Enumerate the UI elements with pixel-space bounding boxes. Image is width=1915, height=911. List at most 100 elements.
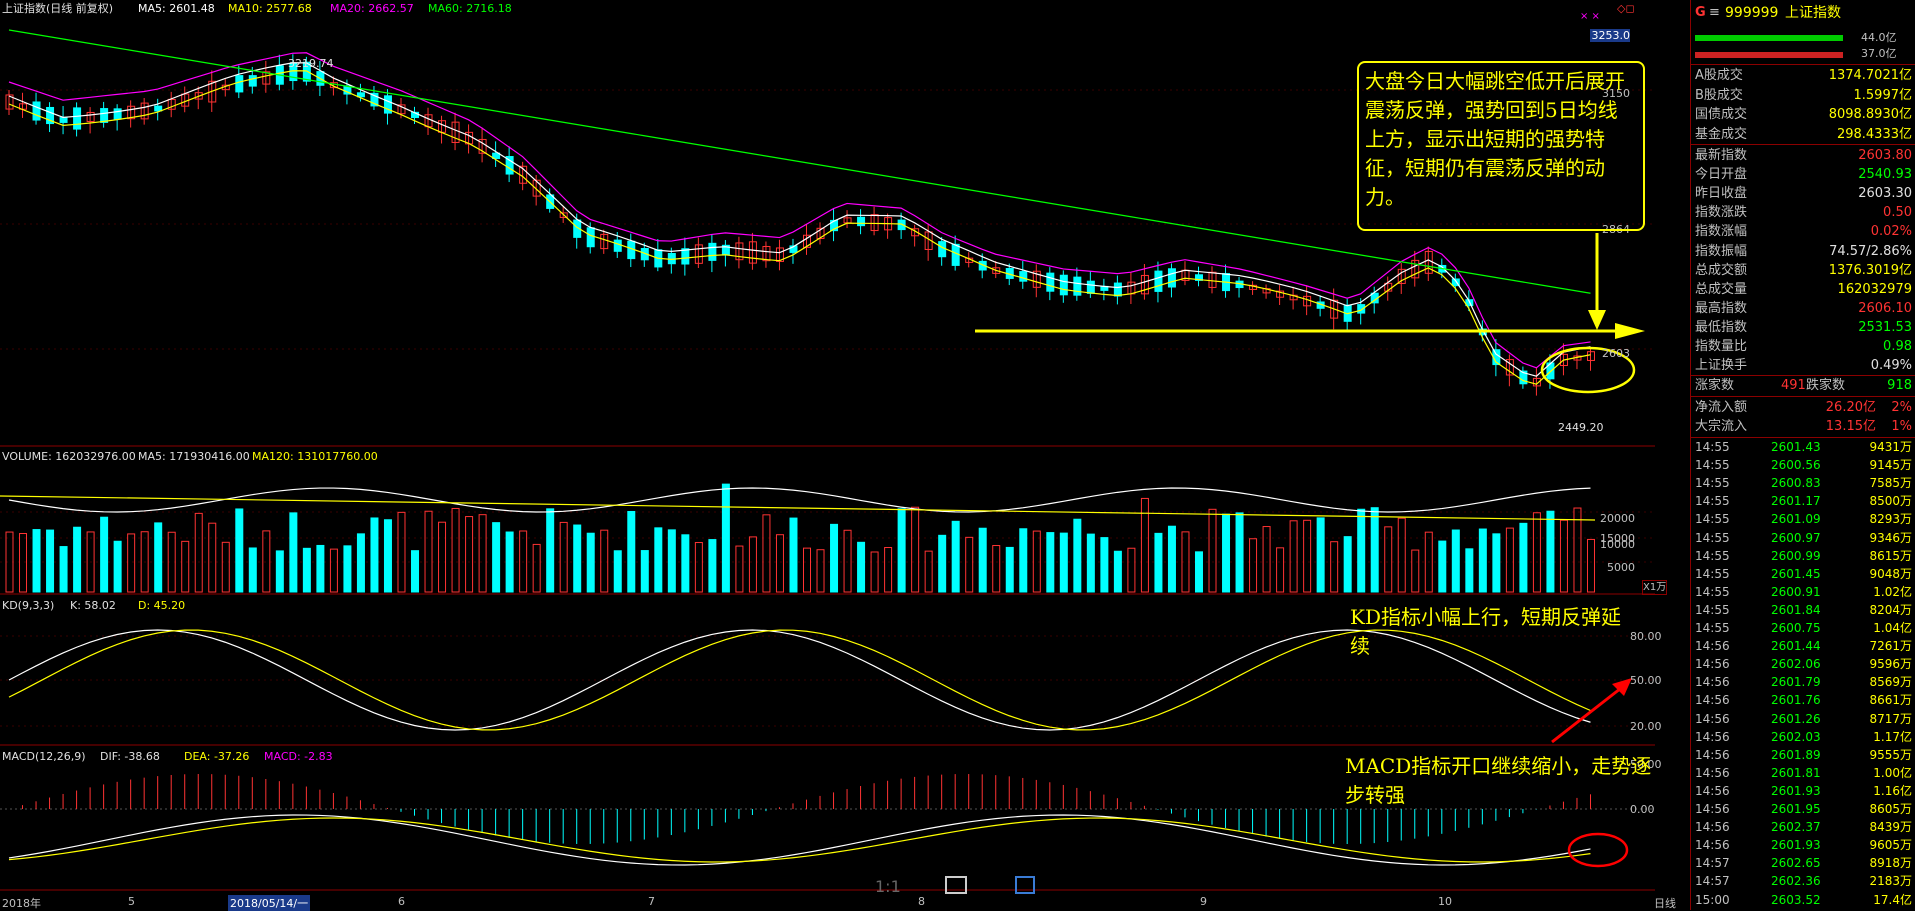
candle-body [1276,290,1285,298]
chart-menu-icon[interactable]: ◇◻ [1617,2,1635,15]
stat-row: 今日开盘 2540.93 [1695,167,1912,183]
volume-bar [356,533,365,593]
kd-lines [8,629,1591,731]
tick-row[interactable]: 14:55 2601.45 9048万 [1695,566,1912,581]
tick-row[interactable]: 14:55 2601.09 8293万 [1695,512,1912,527]
tick-row[interactable]: 14:55 2601.43 9431万 [1695,440,1912,454]
tick-row[interactable]: 14:56 2602.37 8439万 [1695,820,1912,835]
kd-k-value: K: 58.02 [70,599,116,612]
tick-row[interactable]: 14:57 2602.65 8918万 [1695,856,1912,871]
volume-bar [586,532,595,593]
volume-bar [1222,513,1231,593]
tick-row[interactable]: 14:55 2601.17 8500万 [1695,494,1912,509]
candle-body [532,179,541,197]
volume-bar [194,512,203,593]
tick-row[interactable]: 14:55 2600.99 8615万 [1695,548,1912,563]
candle-body [100,108,109,123]
vol-axis-10000: 10000 [1600,538,1635,551]
tick-row[interactable]: 14:56 2602.03 1.17亿 [1695,729,1912,744]
candle-body [5,94,14,110]
volume-bar [1019,528,1028,593]
volume-bar [992,545,1001,593]
tick-row[interactable]: 14:56 2601.95 8605万 [1695,802,1912,816]
candle-body [32,101,41,121]
volume-bar [316,544,325,593]
volume-unit: X1万 [1642,580,1668,595]
main-annotation-text: 大盘今日大幅跳空低开后展开震荡反弹，强势回到5日均线上方，显示出短期的强势特征，… [1365,69,1625,209]
volume-bar [735,545,744,593]
tick-row[interactable]: 14:56 2601.76 8661万 [1695,693,1912,708]
volume-bar [748,536,757,593]
tick-row[interactable]: 14:55 2600.83 7585万 [1695,476,1912,491]
tick-row[interactable]: 14:56 2601.89 9555万 [1695,747,1912,762]
date-axis-9: 9 [1200,895,1207,908]
flow-row: 净流入额 26.20亿 2% [1695,400,1912,415]
tick-row[interactable]: 14:56 2601.93 9605万 [1695,838,1912,853]
candle-body [1073,276,1082,296]
tick-row[interactable]: 14:56 2602.06 9596万 [1695,657,1912,672]
kline-chart[interactable] [0,0,1655,910]
candle-body [1505,359,1514,376]
tick-row[interactable]: 14:55 2600.75 1.04亿 [1695,621,1912,635]
zoom-ratio-button[interactable]: 1:1 [875,877,901,896]
kd-label: KD(9,3,3) [2,599,55,612]
menu-icon[interactable]: ≡ [1709,5,1720,20]
tick-row[interactable]: 14:56 2601.79 8569万 [1695,675,1912,690]
period-label[interactable]: 日线 [1654,897,1676,910]
kd-d-value: D: 45.20 [138,599,186,612]
g-icon[interactable]: G [1695,5,1706,20]
tick-row[interactable]: 14:56 2601.81 1.00亿 [1695,765,1912,780]
kd-axis-50: 50.00 [1630,674,1662,687]
macd-label: MACD(12,26,9) [2,750,86,763]
candle-body [1154,270,1163,292]
tick-row[interactable]: 14:55 2600.97 9346万 [1695,530,1912,545]
volume-bar [654,527,663,593]
volume-bar [262,530,271,593]
macd-dea-line [8,817,1591,863]
volume-bar [370,517,379,593]
arrow-right-head [1615,323,1645,339]
fullscreen-icon[interactable] [945,876,967,894]
volume-bar [1546,510,1555,593]
tick-row[interactable]: 14:56 2601.93 1.16亿 [1695,783,1912,798]
volume-bar [1194,551,1203,593]
volume-bar [1249,538,1258,593]
candle-body [748,241,757,264]
candle-body [911,228,920,237]
candle-body [167,98,176,110]
price-low-marker: 2449.20 [1558,421,1604,434]
volume-bar [519,530,528,593]
volume-bar [1032,530,1041,593]
volume-bar [46,529,55,593]
vol-axis-5000: 5000 [1607,561,1635,574]
buy-bar-value: 44.0亿 [1861,31,1897,44]
tick-row[interactable]: 14:55 2600.91 1.02亿 [1695,584,1912,599]
tick-row[interactable]: 14:56 2601.26 8717万 [1695,711,1912,726]
ma20-label: MA20: 2662.57 [330,2,414,15]
volume-bar [694,542,703,593]
stat-row: 指数振幅 74.57/2.86% [1695,243,1912,259]
stat-row: 最低指数 2531.53 [1695,319,1912,335]
select-region-icon[interactable] [1015,876,1035,894]
tick-row[interactable]: 14:56 2601.44 7261万 [1695,639,1912,654]
volume-bar [1303,519,1312,593]
volume-bar [1073,518,1082,593]
volume-bar [438,521,447,593]
candle-body [681,248,690,265]
candle-body [492,152,501,160]
candle-body [194,92,203,100]
tick-row[interactable]: 15:00 2603.52 17.4亿 [1695,892,1912,907]
volume-bar [1235,512,1244,593]
volume-bar [1424,531,1433,593]
ma60-line [8,29,1591,294]
tick-row[interactable]: 14:55 2600.56 9145万 [1695,458,1912,473]
volume-bar [1586,538,1595,593]
volume-bar [1100,537,1109,593]
ma10-label: MA10: 2577.68 [228,2,312,15]
volume-bar [1167,525,1176,593]
tick-row[interactable]: 14:57 2602.36 2183万 [1695,874,1912,889]
candle-body [1086,280,1095,294]
volume-bar [965,536,974,593]
tick-row[interactable]: 14:55 2601.84 8204万 [1695,602,1912,617]
close-x-icon[interactable]: × × [1580,11,1600,22]
